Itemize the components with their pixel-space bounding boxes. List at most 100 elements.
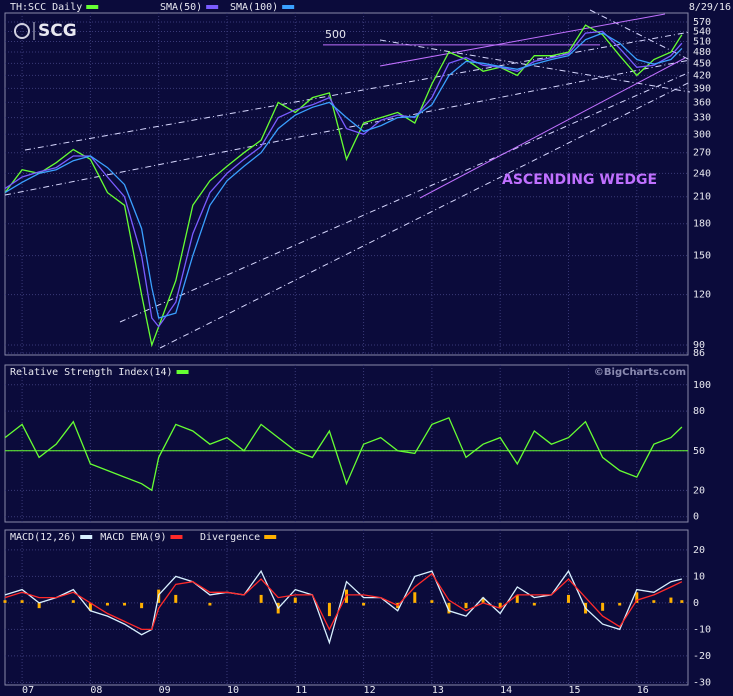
legend-swatch <box>80 535 93 539</box>
divergence-bar <box>140 602 144 609</box>
annotation: ASCENDING WEDGE <box>502 172 657 188</box>
x-tick-label: 07 <box>22 685 34 696</box>
trend-line <box>379 39 691 93</box>
divergence-bar <box>123 602 127 606</box>
logo: SCG <box>14 21 77 41</box>
panel <box>4 364 689 523</box>
wedge-line <box>379 13 666 67</box>
divergence-bar <box>498 602 502 609</box>
divergence-bar <box>105 602 109 606</box>
divergence-bar <box>464 602 468 609</box>
x-tick-label: 15 <box>568 685 580 696</box>
legend-label: MACD EMA(9) <box>100 532 166 543</box>
date: 8/29/16 <box>689 2 731 13</box>
y-tick-label: 0 <box>693 598 699 609</box>
y-tick-label: 240 <box>693 168 711 179</box>
divergence-bar <box>71 600 75 603</box>
y-tick-label: 270 <box>693 148 711 159</box>
trend-line <box>159 81 691 349</box>
legend-swatch <box>206 5 219 9</box>
divergence-bar <box>618 602 622 606</box>
divergence-bar <box>413 592 417 603</box>
divergence-bar <box>3 600 7 603</box>
divergence-bar <box>601 602 605 611</box>
y-tick-label: 450 <box>693 58 711 69</box>
x-tick-label: 12 <box>364 685 376 696</box>
watermark: ©BigCharts.com <box>594 367 686 378</box>
y-tick-label: 330 <box>693 113 711 124</box>
legend-swatch <box>282 5 295 9</box>
panel <box>4 12 689 356</box>
y-tick-label: 20 <box>693 485 705 496</box>
divergence-bar <box>20 600 24 603</box>
y-tick-label: 90 <box>693 340 705 351</box>
x-tick-label: 11 <box>295 685 307 696</box>
y-tick-label: 540 <box>693 26 711 37</box>
series-line <box>4 32 683 319</box>
trend-line <box>589 9 691 61</box>
y-tick-label: -20 <box>693 651 711 662</box>
series-line <box>4 24 683 348</box>
divergence-bar <box>652 600 656 603</box>
series-line <box>4 30 683 328</box>
legend-label: SMA(100) <box>230 2 278 13</box>
logo-text: SCG <box>38 21 77 41</box>
divergence-bar <box>515 594 519 603</box>
divergence-bar <box>430 600 434 603</box>
divergence-bar <box>532 602 536 606</box>
reference-label: 500 <box>325 28 346 41</box>
divergence-bar <box>293 597 297 603</box>
y-tick-label: 20 <box>693 545 705 556</box>
y-tick-label: 480 <box>693 47 711 58</box>
y-tick-label: 150 <box>693 251 711 262</box>
y-tick-label: 100 <box>693 380 711 391</box>
legend-swatch <box>176 370 189 374</box>
divergence-bar <box>208 602 212 606</box>
legend-label: MACD(12,26) <box>10 532 76 543</box>
legend-label: Divergence <box>200 532 260 543</box>
x-tick-label: 08 <box>90 685 102 696</box>
y-tick-label: 50 <box>693 446 705 457</box>
y-tick-label: 300 <box>693 129 711 140</box>
y-tick-label: -10 <box>693 624 711 635</box>
trend-line <box>24 31 691 151</box>
y-tick-label: 80 <box>693 406 705 417</box>
divergence-bar <box>259 594 263 603</box>
y-tick-label: 420 <box>693 70 711 81</box>
y-tick-label: 390 <box>693 83 711 94</box>
divergence-bar <box>327 602 331 617</box>
legend-label: Relative Strength Index(14) <box>10 367 173 378</box>
y-tick-label: 120 <box>693 290 711 301</box>
legend-label: SMA(50) <box>160 2 202 13</box>
panel <box>4 529 689 686</box>
divergence-bar <box>481 597 485 603</box>
y-tick-label: 0 <box>693 512 699 523</box>
y-tick-label: 210 <box>693 192 711 203</box>
trend-line <box>4 59 691 196</box>
x-tick-label: 16 <box>637 685 649 696</box>
legend-swatch <box>86 5 99 9</box>
y-tick-label: 360 <box>693 97 711 108</box>
logo-icon <box>14 23 30 39</box>
y-tick-label: -30 <box>693 677 711 688</box>
divergence-bar <box>680 600 684 603</box>
divergence-bar <box>447 602 451 614</box>
y-tick-label: 10 <box>693 571 705 582</box>
divergence-bar <box>88 602 92 611</box>
wedge-line <box>419 57 686 199</box>
panels <box>4 12 689 686</box>
y-tick-label: 86 <box>693 348 705 359</box>
divergence-bar <box>362 602 366 606</box>
series-line <box>4 572 683 631</box>
divergence-bar <box>566 594 570 603</box>
legend-swatch <box>170 535 183 539</box>
series-line <box>4 416 683 492</box>
y-tick-label: 570 <box>693 17 711 28</box>
divergence-bar <box>37 602 41 609</box>
divergence-bar <box>635 592 639 603</box>
legend-swatch <box>264 535 277 539</box>
legend-label: TH:SCC Daily <box>10 2 82 13</box>
x-tick-label: 13 <box>432 685 444 696</box>
